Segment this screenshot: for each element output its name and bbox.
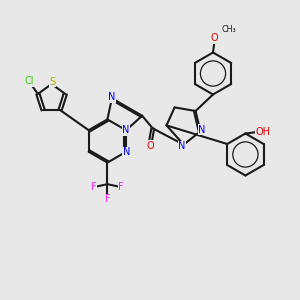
Text: CH₃: CH₃: [222, 25, 237, 34]
Text: N: N: [108, 92, 115, 102]
Text: N: N: [178, 141, 186, 151]
Text: N: N: [123, 147, 130, 158]
Text: O: O: [146, 141, 154, 151]
Text: N: N: [122, 125, 130, 135]
Text: N: N: [198, 125, 206, 135]
Text: F: F: [105, 194, 110, 204]
Text: O: O: [211, 33, 218, 43]
Text: F: F: [91, 182, 96, 192]
Text: Cl: Cl: [24, 76, 34, 86]
Text: OH: OH: [255, 127, 270, 137]
Text: S: S: [49, 76, 55, 87]
Text: F: F: [118, 182, 124, 192]
